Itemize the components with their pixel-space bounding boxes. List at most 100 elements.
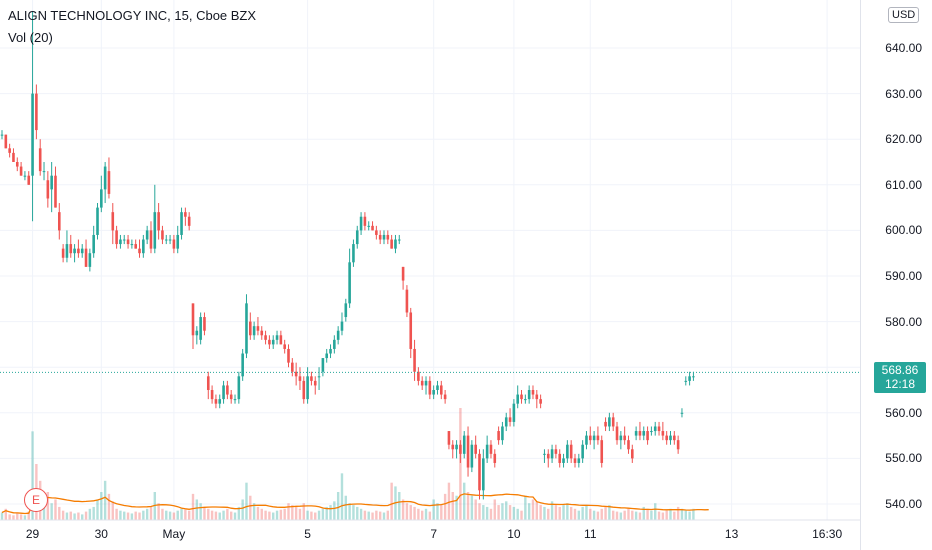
candle-body xyxy=(317,376,321,378)
candle-body xyxy=(394,239,397,249)
candle-body xyxy=(512,403,516,422)
volume-bar xyxy=(577,510,581,520)
candle-body xyxy=(596,435,600,441)
candle-body xyxy=(157,212,160,231)
candle-body xyxy=(222,385,225,400)
candle-body xyxy=(336,330,340,340)
candle-body xyxy=(688,376,691,381)
volume-bar xyxy=(161,508,164,520)
volume-bar xyxy=(405,503,409,520)
volume-bar xyxy=(634,511,638,520)
volume-indicator-label[interactable]: Vol (20) xyxy=(8,30,53,45)
candle-body xyxy=(432,390,435,395)
price-tick-label: 550.00 xyxy=(885,451,922,466)
candle-body xyxy=(420,380,424,386)
volume-bar xyxy=(478,503,481,520)
volume-bar xyxy=(100,492,103,520)
volume-bar xyxy=(558,506,561,520)
candle-body xyxy=(233,399,237,401)
volume-bar xyxy=(466,492,470,520)
candle-body xyxy=(195,330,199,336)
volume-bar xyxy=(520,510,523,520)
candle-body xyxy=(447,431,451,445)
candle-body xyxy=(608,417,611,427)
volume-bar xyxy=(482,505,485,520)
volume-bar xyxy=(214,511,218,520)
candle-body xyxy=(191,303,195,336)
candle-body xyxy=(310,376,313,381)
volume-bar xyxy=(543,506,546,520)
candle-body xyxy=(367,225,371,227)
volume-bar xyxy=(245,482,248,520)
candle-body xyxy=(203,317,206,331)
candle-body xyxy=(256,326,260,331)
volume-bar xyxy=(352,505,355,520)
candle-body xyxy=(122,239,126,241)
volume-bar xyxy=(46,492,50,520)
volume-bar xyxy=(527,503,531,520)
candle-body xyxy=(176,234,180,249)
candle-body xyxy=(634,431,638,436)
volume-bar xyxy=(680,508,684,520)
price-tick-label: 590.00 xyxy=(885,269,922,283)
candle-body xyxy=(359,216,363,231)
candle-body xyxy=(348,262,351,304)
candle-body xyxy=(581,444,584,459)
price-tick-label: 600.00 xyxy=(885,223,922,238)
volume-bar xyxy=(207,508,210,520)
candle-body xyxy=(562,458,565,463)
volume-bar xyxy=(268,511,271,520)
bar-countdown: 12:18 xyxy=(884,377,916,391)
candle-body xyxy=(42,171,46,173)
price-tick-label: 580.00 xyxy=(885,314,922,329)
volume-bar xyxy=(4,508,8,520)
volume-bar xyxy=(275,510,279,520)
candle-body xyxy=(676,440,680,450)
price-tick-label: 610.00 xyxy=(885,177,922,192)
volume-bar xyxy=(524,495,527,520)
volume-bar xyxy=(596,511,600,520)
currency-button[interactable]: USD xyxy=(888,7,920,23)
candle-body xyxy=(80,248,84,254)
volume-bar xyxy=(123,511,126,520)
candle-body xyxy=(142,239,145,254)
candle-body xyxy=(482,458,485,491)
volume-bar xyxy=(145,508,149,520)
candle-body xyxy=(497,431,500,441)
volume-bar xyxy=(272,512,275,520)
candle-body xyxy=(443,394,447,400)
volume-bar xyxy=(61,510,65,520)
volume-bar xyxy=(566,503,569,520)
candle-body xyxy=(92,234,95,254)
volume-bar xyxy=(241,499,244,520)
volume-bar xyxy=(107,493,111,520)
candle-body xyxy=(46,180,50,199)
candle-body xyxy=(611,417,615,427)
volume-bar xyxy=(516,508,519,520)
volume-ma-line xyxy=(1,493,709,515)
earnings-marker[interactable]: E xyxy=(24,488,48,512)
volume-bar xyxy=(436,503,439,520)
candle-body xyxy=(206,376,210,390)
candle-body xyxy=(390,239,393,249)
volume-bar xyxy=(673,511,676,520)
volume-bar xyxy=(585,505,588,520)
candle-body xyxy=(554,449,558,454)
volume-bar xyxy=(413,506,416,520)
volume-bar xyxy=(432,499,435,520)
volume-bar xyxy=(451,492,454,520)
candle-body xyxy=(493,453,497,463)
volume-bar xyxy=(459,408,462,520)
volume-bar xyxy=(531,499,535,520)
candle-body xyxy=(210,390,214,400)
volume-bar xyxy=(489,508,493,520)
volume-bar xyxy=(440,505,443,520)
volume-bar xyxy=(317,510,321,520)
volume-bar xyxy=(172,512,176,520)
candle-body xyxy=(119,239,122,245)
candle-body xyxy=(73,248,76,254)
price-tick-label: 640.00 xyxy=(885,41,922,55)
volume-bar xyxy=(65,512,69,520)
candle-body xyxy=(489,444,493,454)
